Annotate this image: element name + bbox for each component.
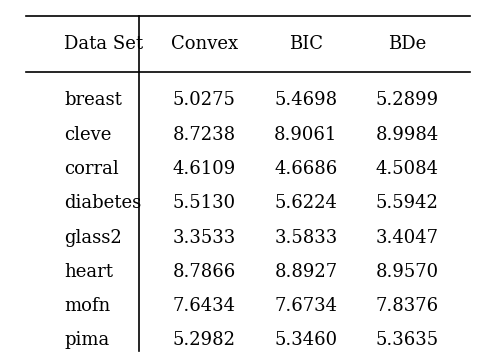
Text: 4.6686: 4.6686 bbox=[274, 160, 337, 178]
Text: 4.6109: 4.6109 bbox=[173, 160, 236, 178]
Text: 5.6224: 5.6224 bbox=[275, 194, 337, 212]
Text: breast: breast bbox=[64, 91, 122, 109]
Text: 5.2982: 5.2982 bbox=[173, 331, 236, 350]
Text: corral: corral bbox=[64, 160, 119, 178]
Text: Data Set: Data Set bbox=[64, 35, 143, 53]
Text: 5.2899: 5.2899 bbox=[376, 91, 439, 109]
Text: 8.9061: 8.9061 bbox=[274, 126, 337, 143]
Text: 8.7238: 8.7238 bbox=[173, 126, 236, 143]
Text: 3.3533: 3.3533 bbox=[173, 229, 236, 247]
Text: BDe: BDe bbox=[388, 35, 426, 53]
Text: 5.3460: 5.3460 bbox=[274, 331, 337, 350]
Text: 7.6734: 7.6734 bbox=[274, 297, 337, 315]
Text: cleve: cleve bbox=[64, 126, 112, 143]
Text: Convex: Convex bbox=[171, 35, 238, 53]
Text: 5.4698: 5.4698 bbox=[274, 91, 337, 109]
Text: 3.4047: 3.4047 bbox=[376, 229, 439, 247]
Text: BIC: BIC bbox=[289, 35, 323, 53]
Text: 8.9570: 8.9570 bbox=[376, 263, 439, 281]
Text: heart: heart bbox=[64, 263, 113, 281]
Text: 5.5942: 5.5942 bbox=[376, 194, 439, 212]
Text: pima: pima bbox=[64, 331, 109, 350]
Text: 7.6434: 7.6434 bbox=[173, 297, 236, 315]
Text: 5.3635: 5.3635 bbox=[376, 331, 439, 350]
Text: 8.9984: 8.9984 bbox=[376, 126, 439, 143]
Text: 8.7866: 8.7866 bbox=[173, 263, 236, 281]
Text: 7.8376: 7.8376 bbox=[376, 297, 439, 315]
Text: glass2: glass2 bbox=[64, 229, 122, 247]
Text: 3.5833: 3.5833 bbox=[274, 229, 337, 247]
Text: 4.5084: 4.5084 bbox=[376, 160, 439, 178]
Text: mofn: mofn bbox=[64, 297, 110, 315]
Text: diabetes: diabetes bbox=[64, 194, 141, 212]
Text: 8.8927: 8.8927 bbox=[274, 263, 337, 281]
Text: 5.5130: 5.5130 bbox=[173, 194, 236, 212]
Text: 5.0275: 5.0275 bbox=[173, 91, 236, 109]
